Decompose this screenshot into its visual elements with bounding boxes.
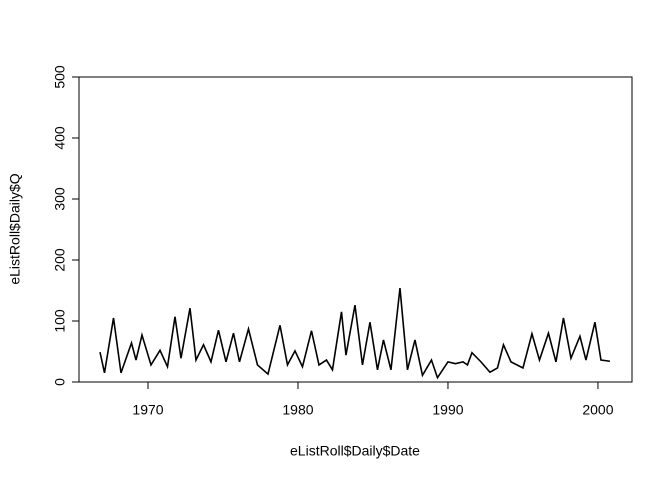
x-tick-label: 1990 [432, 402, 463, 418]
y-tick-label: 500 [52, 65, 68, 89]
x-axis-label: eListRoll$Daily$Date [290, 443, 420, 459]
y-tick-label: 100 [52, 309, 68, 333]
x-tick-label: 2000 [582, 402, 613, 418]
x-tick-label: 1970 [132, 402, 163, 418]
y-axis-label: eListRoll$Daily$Q [7, 173, 23, 284]
x-tick-label: 1980 [282, 402, 313, 418]
data-line [99, 287, 611, 380]
plot-box [78, 76, 633, 383]
y-tick-label: 300 [52, 187, 68, 211]
y-tick-label: 200 [52, 248, 68, 272]
y-tick-label: 400 [52, 126, 68, 150]
y-tick-label: 0 [52, 378, 68, 386]
